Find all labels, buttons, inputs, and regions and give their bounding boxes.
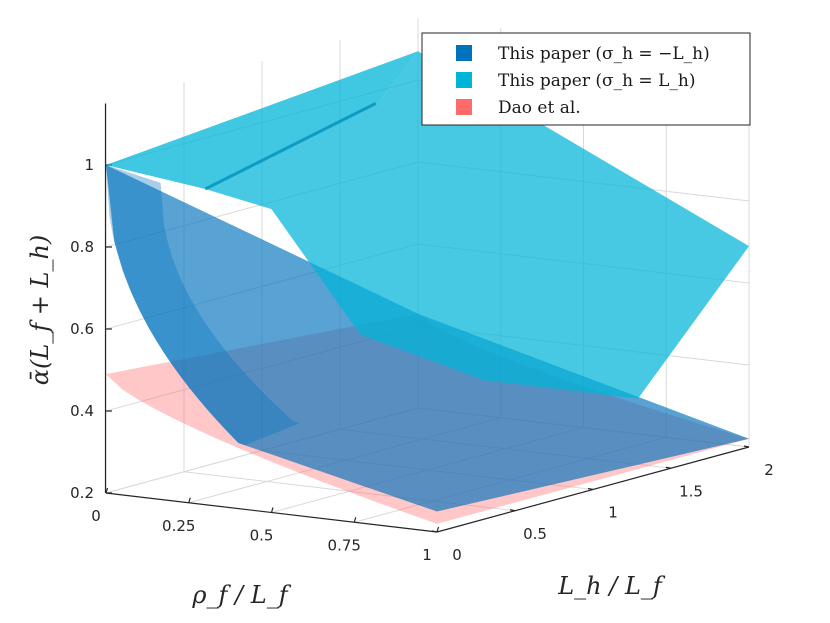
z-tick-label: 1 — [84, 156, 94, 174]
legend-entry-2: This paper (σ_h = L_h) — [498, 71, 695, 91]
legend: This paper (σ_h = −L_h) This paper (σ_h … — [421, 32, 751, 126]
y-tick-mark — [509, 509, 516, 512]
x-tick-mark — [353, 517, 357, 523]
y-tick-mark — [431, 530, 438, 533]
cyan-surface-back — [106, 51, 418, 189]
z-tick-label: 0.8 — [70, 238, 94, 256]
x-tick-label: 1 — [422, 546, 432, 564]
z-tick-label: 0.4 — [70, 402, 94, 420]
x-tick-mark — [436, 526, 440, 533]
tick-labels: 0.2 0.4 0.6 0.8 1 0 0.25 0.5 0.75 1 0 0.5 1 1.5 2 — [70, 156, 774, 564]
y-tick-mark — [665, 466, 672, 469]
x-tick-mark — [105, 487, 109, 494]
axes — [104, 103, 750, 533]
y-tick-label: 1 — [608, 504, 618, 522]
x-tick-mark — [188, 497, 191, 503]
legend-entry-1: This paper (σ_h = −L_h) — [498, 44, 710, 64]
y-tick-label: 1.5 — [679, 482, 703, 500]
z-tick-label: 0.6 — [70, 320, 94, 338]
x-tick-label: 0.5 — [250, 527, 274, 545]
z-axis-label: ᾱ(L_f + L_h) — [26, 235, 54, 386]
legend-swatch-2 — [456, 72, 472, 88]
legend-box — [421, 32, 751, 126]
x-tick-mark — [270, 507, 274, 513]
legend-swatch-1 — [456, 45, 472, 61]
y-axis-label: L_h / L_f — [557, 572, 666, 600]
z-tick-label: 0.2 — [70, 484, 94, 502]
y-tick-label: 0 — [452, 546, 462, 564]
blue-ribbon — [106, 165, 300, 446]
y-tick-mark — [743, 445, 750, 448]
cyan-seam — [204, 102, 377, 191]
x-tick-label: 0.25 — [162, 517, 195, 535]
y-tick-label: 0.5 — [523, 525, 547, 543]
cyan-surface — [205, 51, 750, 399]
x-tick-label: 0.75 — [328, 536, 361, 554]
legend-swatch-3 — [456, 99, 472, 115]
x-axis-label: ρ_f / L_f — [191, 581, 291, 609]
x-tick-label: 0 — [91, 507, 101, 525]
legend-entry-3: Dao et al. — [498, 98, 581, 118]
surfaces — [106, 51, 750, 524]
y-tick-mark — [587, 487, 594, 491]
y-tick-label: 2 — [764, 461, 774, 479]
